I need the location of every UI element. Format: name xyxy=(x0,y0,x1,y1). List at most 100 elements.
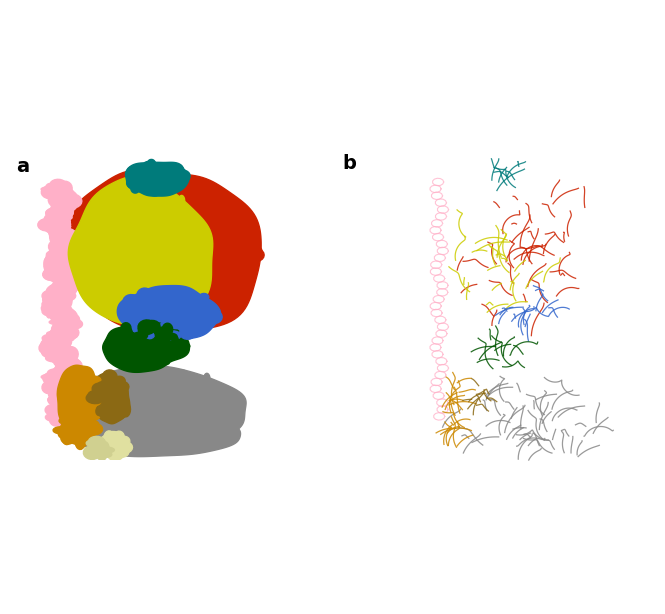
Polygon shape xyxy=(130,168,143,174)
Polygon shape xyxy=(55,336,63,349)
Polygon shape xyxy=(60,312,71,324)
Polygon shape xyxy=(70,360,77,370)
Polygon shape xyxy=(53,348,60,357)
Polygon shape xyxy=(57,191,71,197)
Polygon shape xyxy=(59,248,67,258)
Polygon shape xyxy=(55,247,70,261)
Polygon shape xyxy=(152,413,168,426)
Polygon shape xyxy=(43,344,61,355)
Polygon shape xyxy=(94,374,130,424)
Polygon shape xyxy=(51,308,72,322)
Polygon shape xyxy=(54,231,70,237)
Polygon shape xyxy=(65,398,82,406)
Polygon shape xyxy=(94,452,112,457)
Polygon shape xyxy=(51,369,67,381)
Polygon shape xyxy=(57,357,67,364)
Polygon shape xyxy=(44,185,59,193)
Polygon shape xyxy=(161,335,171,341)
Polygon shape xyxy=(68,196,74,211)
Polygon shape xyxy=(207,206,219,217)
Polygon shape xyxy=(84,395,101,406)
Polygon shape xyxy=(62,362,77,376)
Polygon shape xyxy=(64,347,78,362)
Polygon shape xyxy=(65,236,81,247)
Polygon shape xyxy=(171,300,184,305)
Polygon shape xyxy=(56,235,62,249)
Polygon shape xyxy=(66,249,76,255)
Polygon shape xyxy=(63,239,77,254)
Polygon shape xyxy=(46,208,64,217)
Polygon shape xyxy=(55,375,65,385)
Polygon shape xyxy=(123,327,132,338)
Polygon shape xyxy=(207,286,220,294)
Polygon shape xyxy=(90,438,109,457)
Polygon shape xyxy=(66,329,74,337)
Polygon shape xyxy=(83,418,90,432)
Polygon shape xyxy=(64,400,82,408)
Polygon shape xyxy=(59,292,68,300)
Polygon shape xyxy=(54,190,69,201)
Polygon shape xyxy=(51,348,57,356)
Polygon shape xyxy=(66,319,82,329)
Polygon shape xyxy=(162,414,168,428)
Polygon shape xyxy=(51,349,59,358)
Polygon shape xyxy=(59,387,75,394)
Polygon shape xyxy=(47,381,57,387)
Polygon shape xyxy=(147,443,163,451)
Polygon shape xyxy=(72,439,79,444)
Polygon shape xyxy=(64,194,82,208)
Polygon shape xyxy=(66,231,79,244)
Polygon shape xyxy=(53,299,69,305)
Polygon shape xyxy=(66,327,75,333)
Polygon shape xyxy=(59,309,77,323)
Polygon shape xyxy=(54,373,67,384)
Polygon shape xyxy=(55,281,65,286)
Polygon shape xyxy=(53,206,70,215)
Polygon shape xyxy=(55,255,68,268)
Polygon shape xyxy=(62,409,69,417)
Polygon shape xyxy=(53,386,63,400)
Polygon shape xyxy=(61,313,73,321)
Polygon shape xyxy=(174,298,184,311)
Polygon shape xyxy=(49,284,66,293)
Polygon shape xyxy=(104,433,119,443)
Polygon shape xyxy=(56,247,72,258)
Polygon shape xyxy=(187,294,200,300)
Polygon shape xyxy=(59,290,76,301)
Polygon shape xyxy=(183,418,197,426)
Polygon shape xyxy=(87,446,102,454)
Polygon shape xyxy=(57,330,66,343)
Polygon shape xyxy=(108,379,125,391)
Polygon shape xyxy=(52,204,68,210)
Polygon shape xyxy=(172,441,179,456)
Polygon shape xyxy=(161,332,178,344)
Polygon shape xyxy=(51,368,65,383)
Polygon shape xyxy=(53,222,70,230)
Polygon shape xyxy=(180,326,196,340)
Polygon shape xyxy=(119,440,133,451)
Polygon shape xyxy=(50,255,57,270)
Polygon shape xyxy=(55,282,74,299)
Polygon shape xyxy=(57,288,66,301)
Polygon shape xyxy=(46,286,61,300)
Polygon shape xyxy=(63,331,70,338)
Polygon shape xyxy=(47,382,68,397)
Polygon shape xyxy=(229,226,235,235)
Polygon shape xyxy=(54,388,67,400)
Polygon shape xyxy=(51,365,71,381)
Polygon shape xyxy=(120,421,127,433)
Polygon shape xyxy=(62,253,71,262)
Polygon shape xyxy=(46,384,57,390)
Polygon shape xyxy=(57,238,67,249)
Polygon shape xyxy=(55,248,68,254)
Polygon shape xyxy=(64,408,79,413)
Polygon shape xyxy=(53,201,70,210)
Polygon shape xyxy=(45,297,56,306)
Polygon shape xyxy=(63,311,74,321)
Polygon shape xyxy=(61,395,79,407)
Polygon shape xyxy=(48,249,69,265)
Polygon shape xyxy=(198,247,204,252)
Polygon shape xyxy=(60,225,66,238)
Polygon shape xyxy=(64,321,77,330)
Polygon shape xyxy=(64,359,82,373)
